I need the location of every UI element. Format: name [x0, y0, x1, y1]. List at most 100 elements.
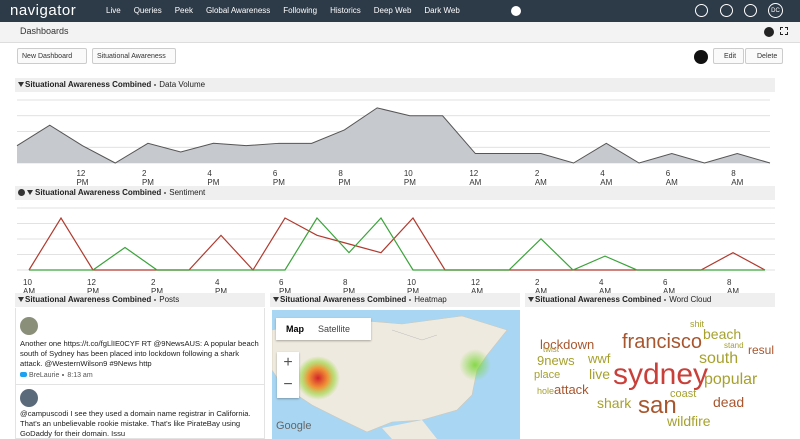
delete-button[interactable]: Delete: [745, 48, 783, 64]
settings-icon[interactable]: [744, 4, 757, 17]
word[interactable]: hole: [537, 386, 555, 396]
new-dashboard-button[interactable]: New Dashboard: [17, 48, 87, 64]
panel-subtitle: Sentiment: [169, 188, 206, 197]
word[interactable]: twist: [543, 345, 559, 354]
breadcrumb[interactable]: Dashboards: [20, 26, 69, 36]
word[interactable]: wwf: [588, 351, 611, 366]
panel-title: Situational Awareness Combined: [25, 80, 152, 89]
x-tick-label: 2 PM: [151, 278, 163, 296]
word[interactable]: shark: [597, 395, 632, 411]
panel-subtitle: Heatmap: [414, 295, 447, 304]
panel-subtitle: Word Cloud: [669, 295, 712, 304]
logo[interactable]: navigator: [10, 2, 77, 19]
x-tick-label: 8 AM: [727, 278, 739, 296]
x-tick-label: 10 PM: [407, 278, 419, 296]
word[interactable]: 9news: [537, 353, 575, 368]
sub-bar: [0, 22, 800, 43]
charts: [16, 99, 775, 271]
x-tick-label: 2 AM: [534, 169, 547, 187]
word[interactable]: stand: [724, 341, 744, 350]
post-text: Another one https://t.co/fgLlIE0CYF RT @…: [20, 339, 259, 368]
zoom-out[interactable]: −: [283, 376, 293, 393]
menu-item[interactable]: Live: [106, 6, 121, 15]
x-tick-label: 12 PM: [87, 278, 99, 296]
panel-title: Situational Awareness Combined: [535, 295, 662, 304]
panel-title: Situational Awareness Combined: [280, 295, 407, 304]
map[interactable]: [272, 310, 520, 439]
post-text: @campuscodi I see they used a domain nam…: [20, 409, 251, 438]
button-label: Delete: [757, 53, 778, 60]
x-tick-label: 6 PM: [272, 169, 285, 187]
x-tick-label: 12 PM: [76, 169, 89, 187]
word[interactable]: shit: [690, 319, 705, 329]
menu-item[interactable]: Queries: [133, 6, 162, 15]
avatar[interactable]: DC: [768, 3, 783, 18]
panel-title: Situational Awareness Combined: [25, 295, 152, 304]
zoom-in[interactable]: +: [283, 354, 293, 371]
panel-header: Situational Awareness Combined Word Cloud: [525, 293, 775, 307]
word[interactable]: wildfire: [667, 413, 711, 429]
map-button[interactable]: Map: [286, 324, 304, 334]
top-nav: navigator Live Queries Peek Global Awarenes…: [0, 0, 800, 22]
select-label: Situational Awareness: [97, 53, 166, 60]
word[interactable]: popular: [704, 371, 758, 388]
tools-icon[interactable]: [720, 4, 733, 17]
menu-item[interactable]: Peek: [174, 6, 193, 15]
word[interactable]: francisco: [622, 331, 703, 353]
x-tick-label: 6 AM: [663, 278, 675, 296]
inbox-icon[interactable]: [695, 4, 708, 17]
panel-header: Situational Awareness Combined Sentiment: [15, 186, 775, 200]
x-tick-label: 8 AM: [731, 169, 744, 187]
word[interactable]: san: [638, 392, 677, 419]
menu-item[interactable]: Following: [283, 6, 318, 15]
button-label: New Dashboard: [22, 53, 73, 60]
divider: [15, 384, 265, 385]
x-tick-label: 6 AM: [665, 169, 678, 187]
word[interactable]: attack: [554, 382, 589, 397]
menu-item[interactable]: Global Awareness: [205, 6, 271, 15]
word[interactable]: sydney: [613, 358, 709, 391]
dashboard-select[interactable]: Situational Awareness: [92, 48, 176, 64]
fullscreen-icon[interactable]: [780, 27, 788, 35]
word[interactable]: beach: [703, 326, 742, 342]
x-tick-label: 12 AM: [469, 169, 482, 187]
map-type-control: Map Satellite: [276, 318, 371, 340]
x-tick-label: 8 PM: [343, 278, 355, 296]
word[interactable]: lockdown: [540, 337, 595, 352]
sentiment-line: [29, 217, 765, 271]
x-tick-label: 4 AM: [600, 169, 613, 187]
edit-button[interactable]: Edit: [713, 48, 744, 64]
x-tick-label: 4 AM: [599, 278, 611, 296]
menu-item[interactable]: Historics: [330, 6, 361, 15]
post-meta: BreLaurie 8:13 am: [20, 371, 260, 381]
post-time: 8:13 am: [67, 372, 93, 379]
area-line: [16, 107, 771, 164]
x-tick-label: 8 PM: [338, 169, 351, 187]
dropdown-icon[interactable]: [511, 6, 521, 16]
post-user[interactable]: BreLaurie: [29, 372, 60, 379]
x-tick-label: 12 AM: [471, 278, 483, 296]
x-tick-label: 10 PM: [403, 169, 416, 187]
word[interactable]: resul: [748, 343, 775, 357]
add-button[interactable]: [694, 50, 708, 64]
word[interactable]: coast: [670, 388, 697, 400]
area: [17, 107, 770, 163]
x-tick-label: 4 PM: [215, 278, 227, 296]
word[interactable]: dead: [713, 394, 745, 410]
menu: Live Queries Peek Global Awareness Following…: [106, 6, 460, 15]
panel-subtitle: Data Volume: [159, 80, 206, 89]
zoom-control: + −: [277, 352, 299, 398]
panel-subtitle: Posts: [159, 295, 180, 304]
word[interactable]: place: [534, 369, 561, 381]
menu-item[interactable]: Dark Web: [424, 6, 460, 15]
x-tick-label: 4 PM: [207, 169, 220, 187]
panel-header: Situational Awareness Combined Data Volum…: [15, 78, 775, 92]
help-icon[interactable]: [764, 27, 774, 37]
avatar-image: [20, 317, 38, 335]
word[interactable]: live: [589, 366, 611, 382]
word[interactable]: south: [699, 350, 739, 367]
menu-item[interactable]: Deep Web: [373, 6, 412, 15]
x-tick-label: 10 AM: [23, 278, 35, 296]
satellite-button[interactable]: Satellite: [318, 324, 351, 334]
